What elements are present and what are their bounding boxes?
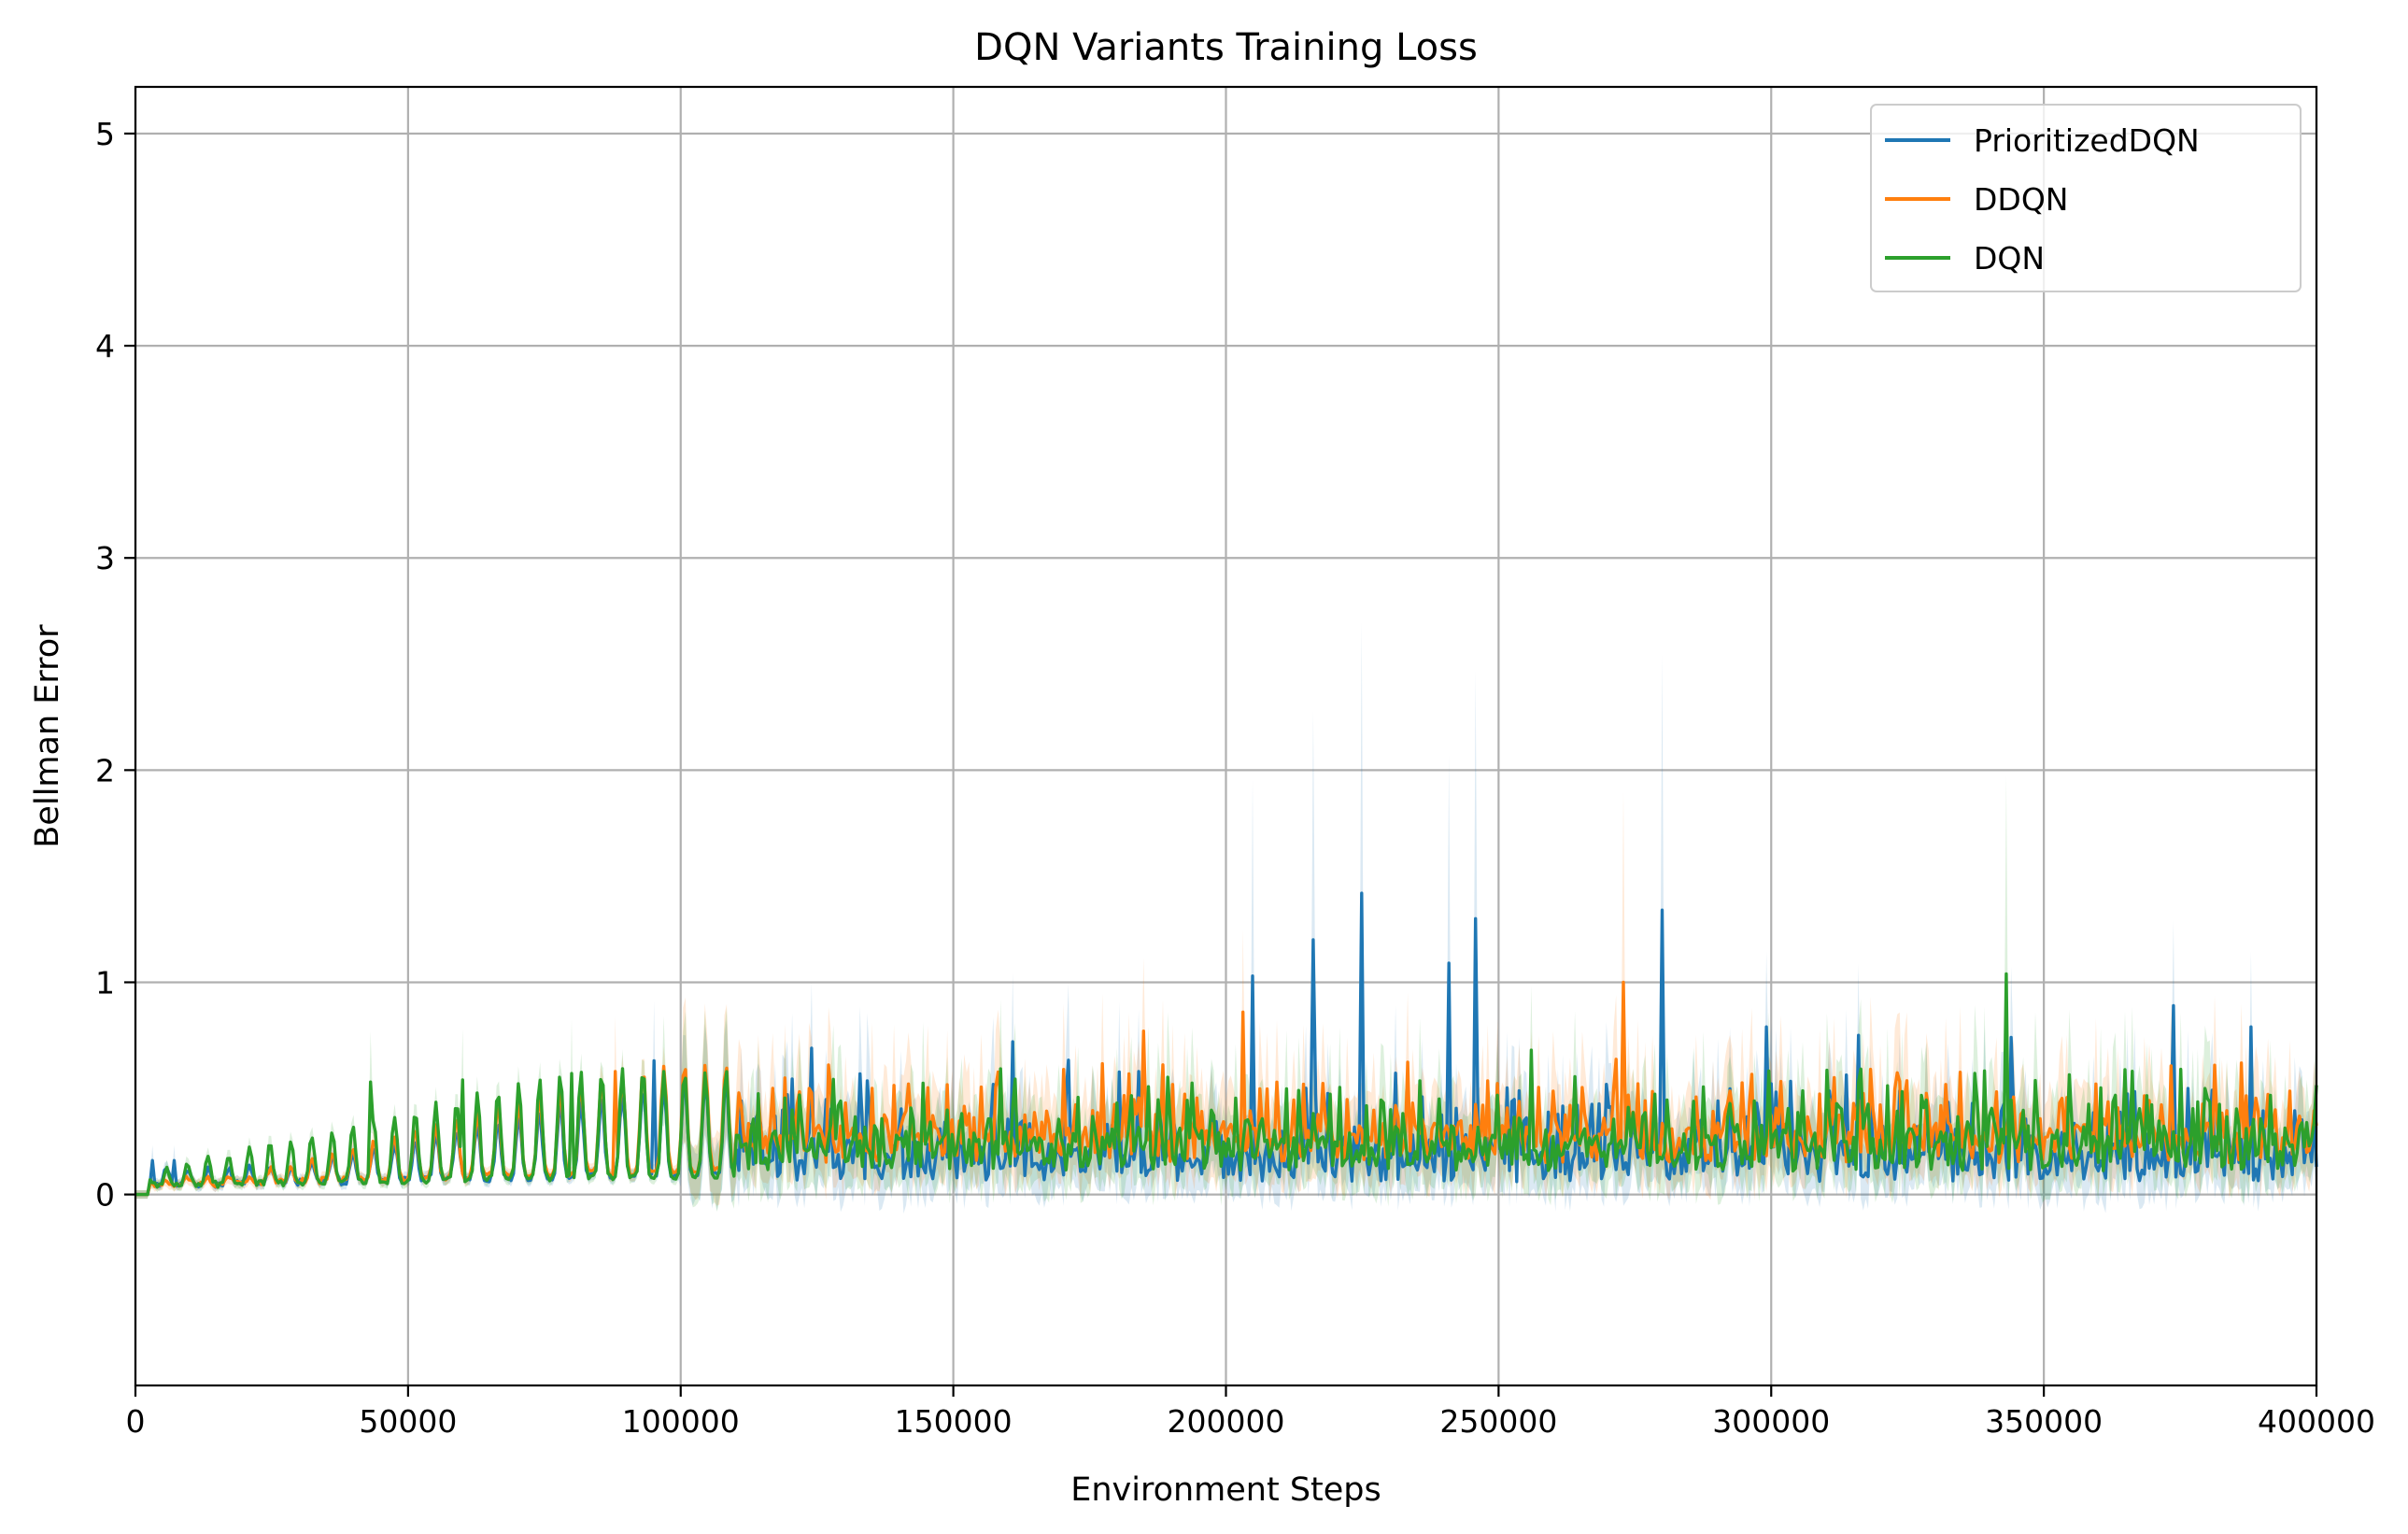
y-tick-label: 2 bbox=[95, 752, 115, 788]
x-tick-label: 350000 bbox=[1985, 1403, 2103, 1440]
y-tick-label: 5 bbox=[95, 116, 115, 152]
x-tick-label: 200000 bbox=[1168, 1403, 1285, 1440]
legend-label: DQN bbox=[1974, 240, 2045, 277]
legend-box bbox=[1870, 104, 2302, 292]
tick-layer: 0 50000 100000 150000 200000 250000 300000 3500… bbox=[95, 116, 2375, 1440]
std-band-prioritizeddqn bbox=[135, 621, 2316, 1214]
y-tick-label: 3 bbox=[95, 540, 115, 576]
y-tick-label: 1 bbox=[95, 964, 115, 1001]
x-tick-label: 150000 bbox=[895, 1403, 1013, 1440]
legend: PrioritizedDQN DDQN DQN bbox=[1870, 104, 2302, 292]
series-line-dqn bbox=[135, 972, 2318, 1197]
x-tick-label: 300000 bbox=[1712, 1403, 1830, 1440]
x-tick-label: 50000 bbox=[359, 1403, 457, 1440]
legend-label: PrioritizedDQN bbox=[1974, 122, 2200, 159]
legend-label: DDQN bbox=[1974, 181, 2068, 218]
x-axis-label: Environment Steps bbox=[1070, 1471, 1381, 1509]
y-axis-label: Bellman Error bbox=[29, 624, 66, 848]
y-tick-label: 0 bbox=[95, 1177, 115, 1214]
x-tick-label: 100000 bbox=[622, 1403, 740, 1440]
y-tick-label: 4 bbox=[95, 328, 115, 364]
series-line-layer bbox=[135, 891, 2318, 1197]
x-tick-label: 0 bbox=[126, 1403, 146, 1440]
x-tick-label: 400000 bbox=[2258, 1403, 2375, 1440]
chart-title: DQN Variants Training Loss bbox=[974, 26, 1478, 69]
x-tick-label: 250000 bbox=[1439, 1403, 1557, 1440]
